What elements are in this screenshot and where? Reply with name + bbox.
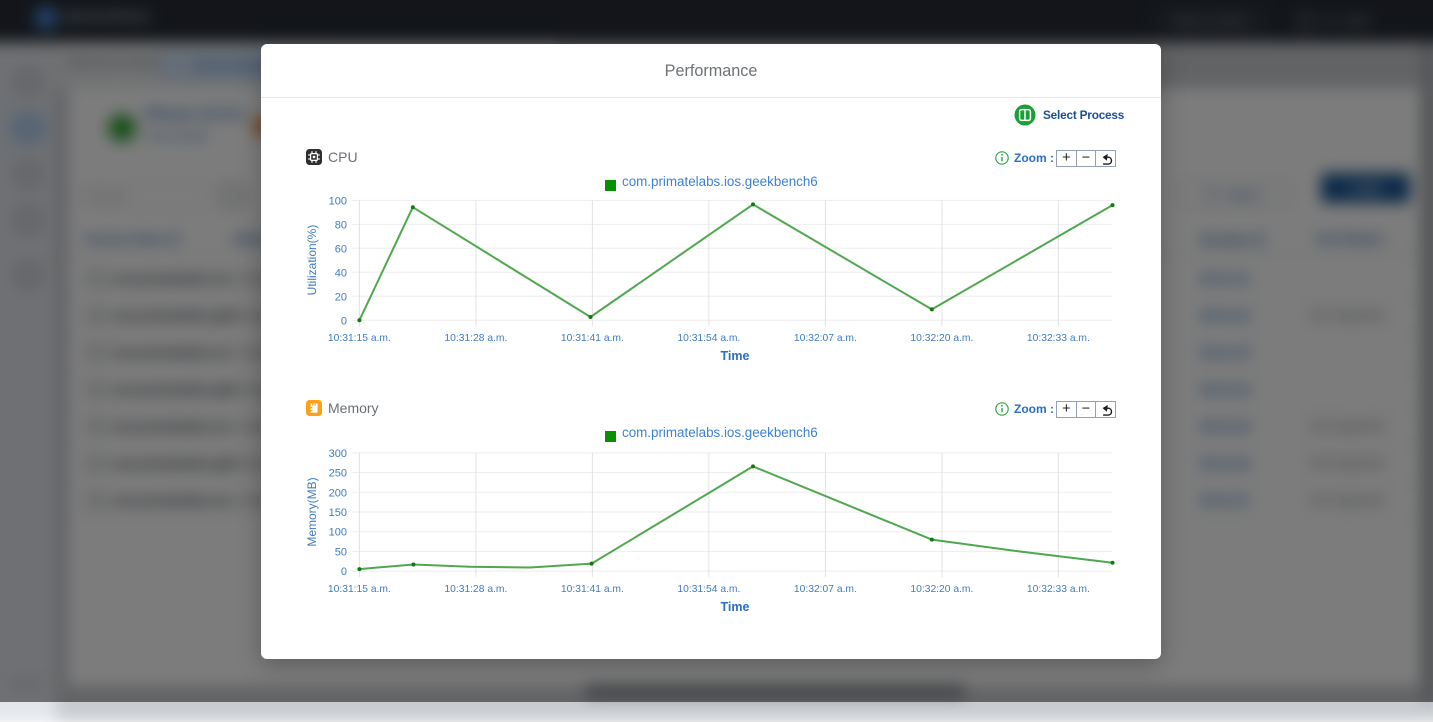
svg-text:200: 200 <box>329 487 347 499</box>
svg-text:10:32:20 a.m.: 10:32:20 a.m. <box>910 584 973 595</box>
svg-text:250: 250 <box>329 468 347 480</box>
svg-text:80: 80 <box>335 219 347 231</box>
svg-text:40: 40 <box>335 267 347 279</box>
svg-text:Memory(MB): Memory(MB) <box>305 477 319 546</box>
svg-text:10:32:07 a.m.: 10:32:07 a.m. <box>794 333 857 344</box>
svg-text:10:32:07 a.m.: 10:32:07 a.m. <box>794 584 857 595</box>
svg-text:50: 50 <box>335 546 347 558</box>
svg-text:10:31:41 a.m.: 10:31:41 a.m. <box>561 333 624 344</box>
svg-text:10:31:54 a.m.: 10:31:54 a.m. <box>677 333 740 344</box>
svg-text:Time: Time <box>721 349 750 363</box>
svg-text:100: 100 <box>329 527 347 539</box>
svg-text:10:31:54 a.m.: 10:31:54 a.m. <box>677 584 740 595</box>
svg-text:150: 150 <box>329 507 347 519</box>
svg-text:10:32:33 a.m.: 10:32:33 a.m. <box>1027 584 1090 595</box>
svg-text:20: 20 <box>335 291 347 303</box>
svg-text:10:31:28 a.m.: 10:31:28 a.m. <box>444 584 507 595</box>
svg-text:10:31:41 a.m.: 10:31:41 a.m. <box>561 584 624 595</box>
svg-text:10:31:28 a.m.: 10:31:28 a.m. <box>444 333 507 344</box>
svg-text:Time: Time <box>721 600 750 614</box>
svg-text:300: 300 <box>329 448 347 460</box>
svg-text:100: 100 <box>329 195 347 207</box>
svg-text:10:32:33 a.m.: 10:32:33 a.m. <box>1027 333 1090 344</box>
svg-text:10:32:20 a.m.: 10:32:20 a.m. <box>910 333 973 344</box>
svg-text:0: 0 <box>341 566 347 578</box>
svg-text:10:31:15 a.m.: 10:31:15 a.m. <box>328 584 391 595</box>
svg-text:10:31:15 a.m.: 10:31:15 a.m. <box>328 333 391 344</box>
svg-text:60: 60 <box>335 243 347 255</box>
svg-text:Utilization(%): Utilization(%) <box>305 225 319 296</box>
svg-text:0: 0 <box>341 315 347 327</box>
